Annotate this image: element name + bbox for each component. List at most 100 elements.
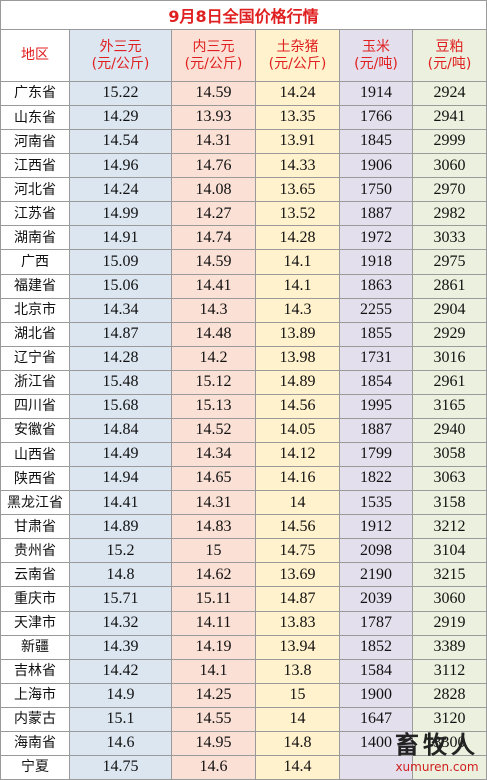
price-cell: 2924 <box>413 82 487 107</box>
region-cell: 广东省 <box>0 82 70 107</box>
price-cell: 2039 <box>340 587 413 612</box>
region-cell: 新疆 <box>0 635 70 660</box>
price-cell: 1400 <box>340 731 413 756</box>
price-cell: 3016 <box>413 346 487 371</box>
price-cell: 3120 <box>413 707 487 732</box>
price-cell: 14.84 <box>70 418 172 444</box>
price-cell: 2975 <box>413 250 487 275</box>
price-cell: 14.6 <box>70 731 172 756</box>
price-cell: 3300 <box>413 731 487 756</box>
region-cell: 江西省 <box>0 154 70 179</box>
region-cell: 内蒙古 <box>0 707 70 732</box>
price-cell <box>340 755 413 780</box>
price-cell: 14.6 <box>172 755 256 780</box>
price-cell: 14.27 <box>172 202 256 227</box>
price-cell: 15.71 <box>70 587 172 612</box>
price-cell: 1887 <box>340 418 413 444</box>
price-cell: 2828 <box>413 683 487 708</box>
column-header: 土杂猪 (元/公斤) <box>256 30 340 82</box>
column-name: 土杂猪 <box>276 39 319 56</box>
price-cell: 1912 <box>340 515 413 540</box>
price-cell: 1918 <box>340 250 413 275</box>
region-cell: 河南省 <box>0 130 70 155</box>
price-cell: 3104 <box>413 539 487 564</box>
price-cell: 14.75 <box>70 755 172 780</box>
price-cell: 14.49 <box>70 443 172 468</box>
price-cell: 13.52 <box>256 202 340 227</box>
price-cell: 15.06 <box>70 274 172 299</box>
region-cell: 陕西省 <box>0 467 70 492</box>
watermark: 畜牧人 xumuren.com <box>395 725 479 774</box>
price-cell: 14.89 <box>256 370 340 395</box>
price-cell: 14.42 <box>70 659 172 684</box>
price-cell: 1887 <box>340 202 413 227</box>
price-cell: 15.2 <box>70 539 172 564</box>
price-cell: 1731 <box>340 346 413 371</box>
column-header: 外三元 (元/公斤) <box>70 30 172 82</box>
price-cell: 14.59 <box>172 250 256 275</box>
column-name: 外三元 <box>99 39 142 56</box>
region-cell: 安徽省 <box>0 418 70 444</box>
region-cell: 北京市 <box>0 298 70 323</box>
watermark-site: xumuren.com <box>395 760 479 774</box>
price-cell: 13.93 <box>172 106 256 131</box>
region-cell: 浙江省 <box>0 370 70 395</box>
price-cell: 1647 <box>340 707 413 732</box>
price-cell: 14.11 <box>172 611 256 636</box>
column-unit: (元/公斤) <box>268 55 327 72</box>
price-cell: 13.89 <box>256 322 340 347</box>
price-cell: 2861 <box>413 274 487 299</box>
price-cell: 15.68 <box>70 394 172 419</box>
price-cell: 1900 <box>340 683 413 708</box>
price-cell: 3212 <box>413 515 487 540</box>
price-cell: 2940 <box>413 418 487 444</box>
region-cell: 天津市 <box>0 611 70 636</box>
price-cell: 14.1 <box>256 274 340 299</box>
region-cell: 重庆市 <box>0 587 70 612</box>
price-cell: 14.3 <box>172 298 256 323</box>
column-header: 玉米 (元/吨) <box>340 30 413 82</box>
price-cell: 13.8 <box>256 659 340 684</box>
price-cell: 14.99 <box>70 202 172 227</box>
price-cell: 1766 <box>340 106 413 131</box>
price-cell: 14.1 <box>256 250 340 275</box>
price-cell: 14.76 <box>172 154 256 179</box>
price-cell: 15.12 <box>172 370 256 395</box>
price-cell: 2941 <box>413 106 487 131</box>
price-cell: 14.56 <box>256 515 340 540</box>
price-cell: 14.31 <box>172 130 256 155</box>
price-cell: 14.28 <box>70 346 172 371</box>
price-cell: 14.65 <box>172 467 256 492</box>
price-cell: 1584 <box>340 659 413 684</box>
price-cell: 14.2 <box>172 346 256 371</box>
price-cell: 2098 <box>340 539 413 564</box>
price-cell: 2904 <box>413 298 487 323</box>
price-cell: 14.75 <box>256 539 340 564</box>
price-cell: 3389 <box>413 635 487 660</box>
price-cell: 2961 <box>413 370 487 395</box>
price-cell: 14.16 <box>256 467 340 492</box>
region-cell: 湖北省 <box>0 322 70 347</box>
price-cell: 1914 <box>340 82 413 107</box>
table-title: 9月8日全国价格行情 <box>0 0 487 30</box>
price-cell: 2919 <box>413 611 487 636</box>
region-cell: 山西省 <box>0 443 70 468</box>
price-cell: 15.11 <box>172 587 256 612</box>
price-cell: 14.87 <box>70 322 172 347</box>
price-cell: 2999 <box>413 130 487 155</box>
price-cell: 14.29 <box>70 106 172 131</box>
price-cell: 14.8 <box>70 563 172 588</box>
region-cell: 辽宁省 <box>0 346 70 371</box>
column-unit: (元/吨) <box>354 55 398 72</box>
price-cell: 13.35 <box>256 106 340 131</box>
region-cell: 海南省 <box>0 731 70 756</box>
price-cell: 14.24 <box>70 178 172 203</box>
region-cell: 黑龙江省 <box>0 491 70 516</box>
price-cell: 14.19 <box>172 635 256 660</box>
column-header: 豆粕 (元/吨) <box>413 30 487 82</box>
price-cell: 15.22 <box>70 82 172 107</box>
region-cell: 甘肃省 <box>0 515 70 540</box>
price-cell: 1906 <box>340 154 413 179</box>
price-cell: 15.48 <box>70 370 172 395</box>
